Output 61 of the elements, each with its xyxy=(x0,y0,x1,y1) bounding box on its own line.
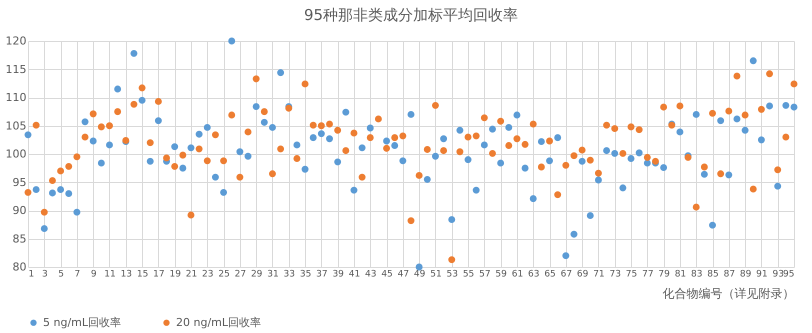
x-tick-label: 43 xyxy=(365,270,376,280)
y-tick-label: 100 xyxy=(6,148,26,160)
x-tick-label: 41 xyxy=(348,270,360,280)
x-tick-label: 75 xyxy=(626,270,638,280)
x-tick-label: 79 xyxy=(658,270,670,280)
x-tick-label: 83 xyxy=(690,270,702,280)
x-tick-label: 45 xyxy=(381,270,393,280)
legend-label: 5 ng/mL回收率 xyxy=(43,316,121,329)
x-tick-label: 35 xyxy=(300,270,312,280)
y-tick-label: 90 xyxy=(12,204,26,217)
x-tick-label: 77 xyxy=(642,270,654,280)
y-tick-label: 85 xyxy=(12,232,26,246)
x-tick-label: 91 xyxy=(756,270,768,280)
x-tick-label: 67 xyxy=(560,270,572,280)
y-tick-label: 115 xyxy=(6,62,26,76)
x-tick-label: 27 xyxy=(234,270,246,280)
y-tick-label: 105 xyxy=(6,119,26,132)
x-tick-label: 5 xyxy=(58,270,64,280)
x-tick-label: 11 xyxy=(104,270,116,280)
x-tick-label: 65 xyxy=(544,270,556,280)
y-tick-label: 110 xyxy=(6,91,26,104)
x-tick-label: 23 xyxy=(202,270,214,280)
x-tick-label: 87 xyxy=(724,270,736,280)
x-tick-label: 31 xyxy=(267,270,279,280)
x-tick-label: 85 xyxy=(707,270,719,280)
x-tick-label: 69 xyxy=(576,270,589,280)
x-tick-label: 3 xyxy=(42,270,48,280)
x-tick-label: 61 xyxy=(512,270,524,280)
x-tick-label: 37 xyxy=(316,270,328,280)
x-tick-label: 71 xyxy=(593,270,605,280)
x-tick-label: 55 xyxy=(462,270,474,280)
x-tick-label: 21 xyxy=(186,270,198,280)
x-tick-label: 73 xyxy=(609,270,621,280)
y-tick-label: 95 xyxy=(12,176,26,189)
chart-title: 95种那非类成分加标平均回收率 xyxy=(304,6,518,24)
x-tick-label: 59 xyxy=(495,270,508,280)
x-tick-label: 63 xyxy=(528,270,540,280)
x-tick-label: 81 xyxy=(674,270,686,280)
x-tick-label: 29 xyxy=(250,270,263,280)
x-tick-label: 15 xyxy=(136,270,148,280)
x-tick-label: 1 xyxy=(28,270,34,280)
x-tick-label: 93 xyxy=(772,270,784,280)
x-tick-label: 39 xyxy=(332,270,344,280)
x-tick-label: 51 xyxy=(430,270,442,280)
legend-label: 20 ng/mL回收率 xyxy=(176,316,261,329)
y-tick-label: 80 xyxy=(12,260,26,274)
x-tick-label: 17 xyxy=(153,270,165,280)
x-tick-label: 25 xyxy=(218,270,230,280)
x-tick-label: 9 xyxy=(90,270,97,280)
x-tick-label: 57 xyxy=(479,270,491,280)
y-tick-label: 120 xyxy=(6,34,26,48)
x-tick-label: 95 xyxy=(783,270,794,280)
x-tick-label: 47 xyxy=(398,270,410,280)
x-tick-label: 49 xyxy=(414,270,426,280)
x-tick-label: 53 xyxy=(446,270,458,280)
x-tick-label: 13 xyxy=(120,270,132,280)
x-tick-label: 7 xyxy=(74,270,80,280)
x-tick-label: 33 xyxy=(284,270,295,280)
x-axis-title: 化合物编号（详见附录） xyxy=(662,286,794,300)
x-tick-label: 19 xyxy=(169,270,182,280)
x-tick-label: 89 xyxy=(740,270,752,280)
